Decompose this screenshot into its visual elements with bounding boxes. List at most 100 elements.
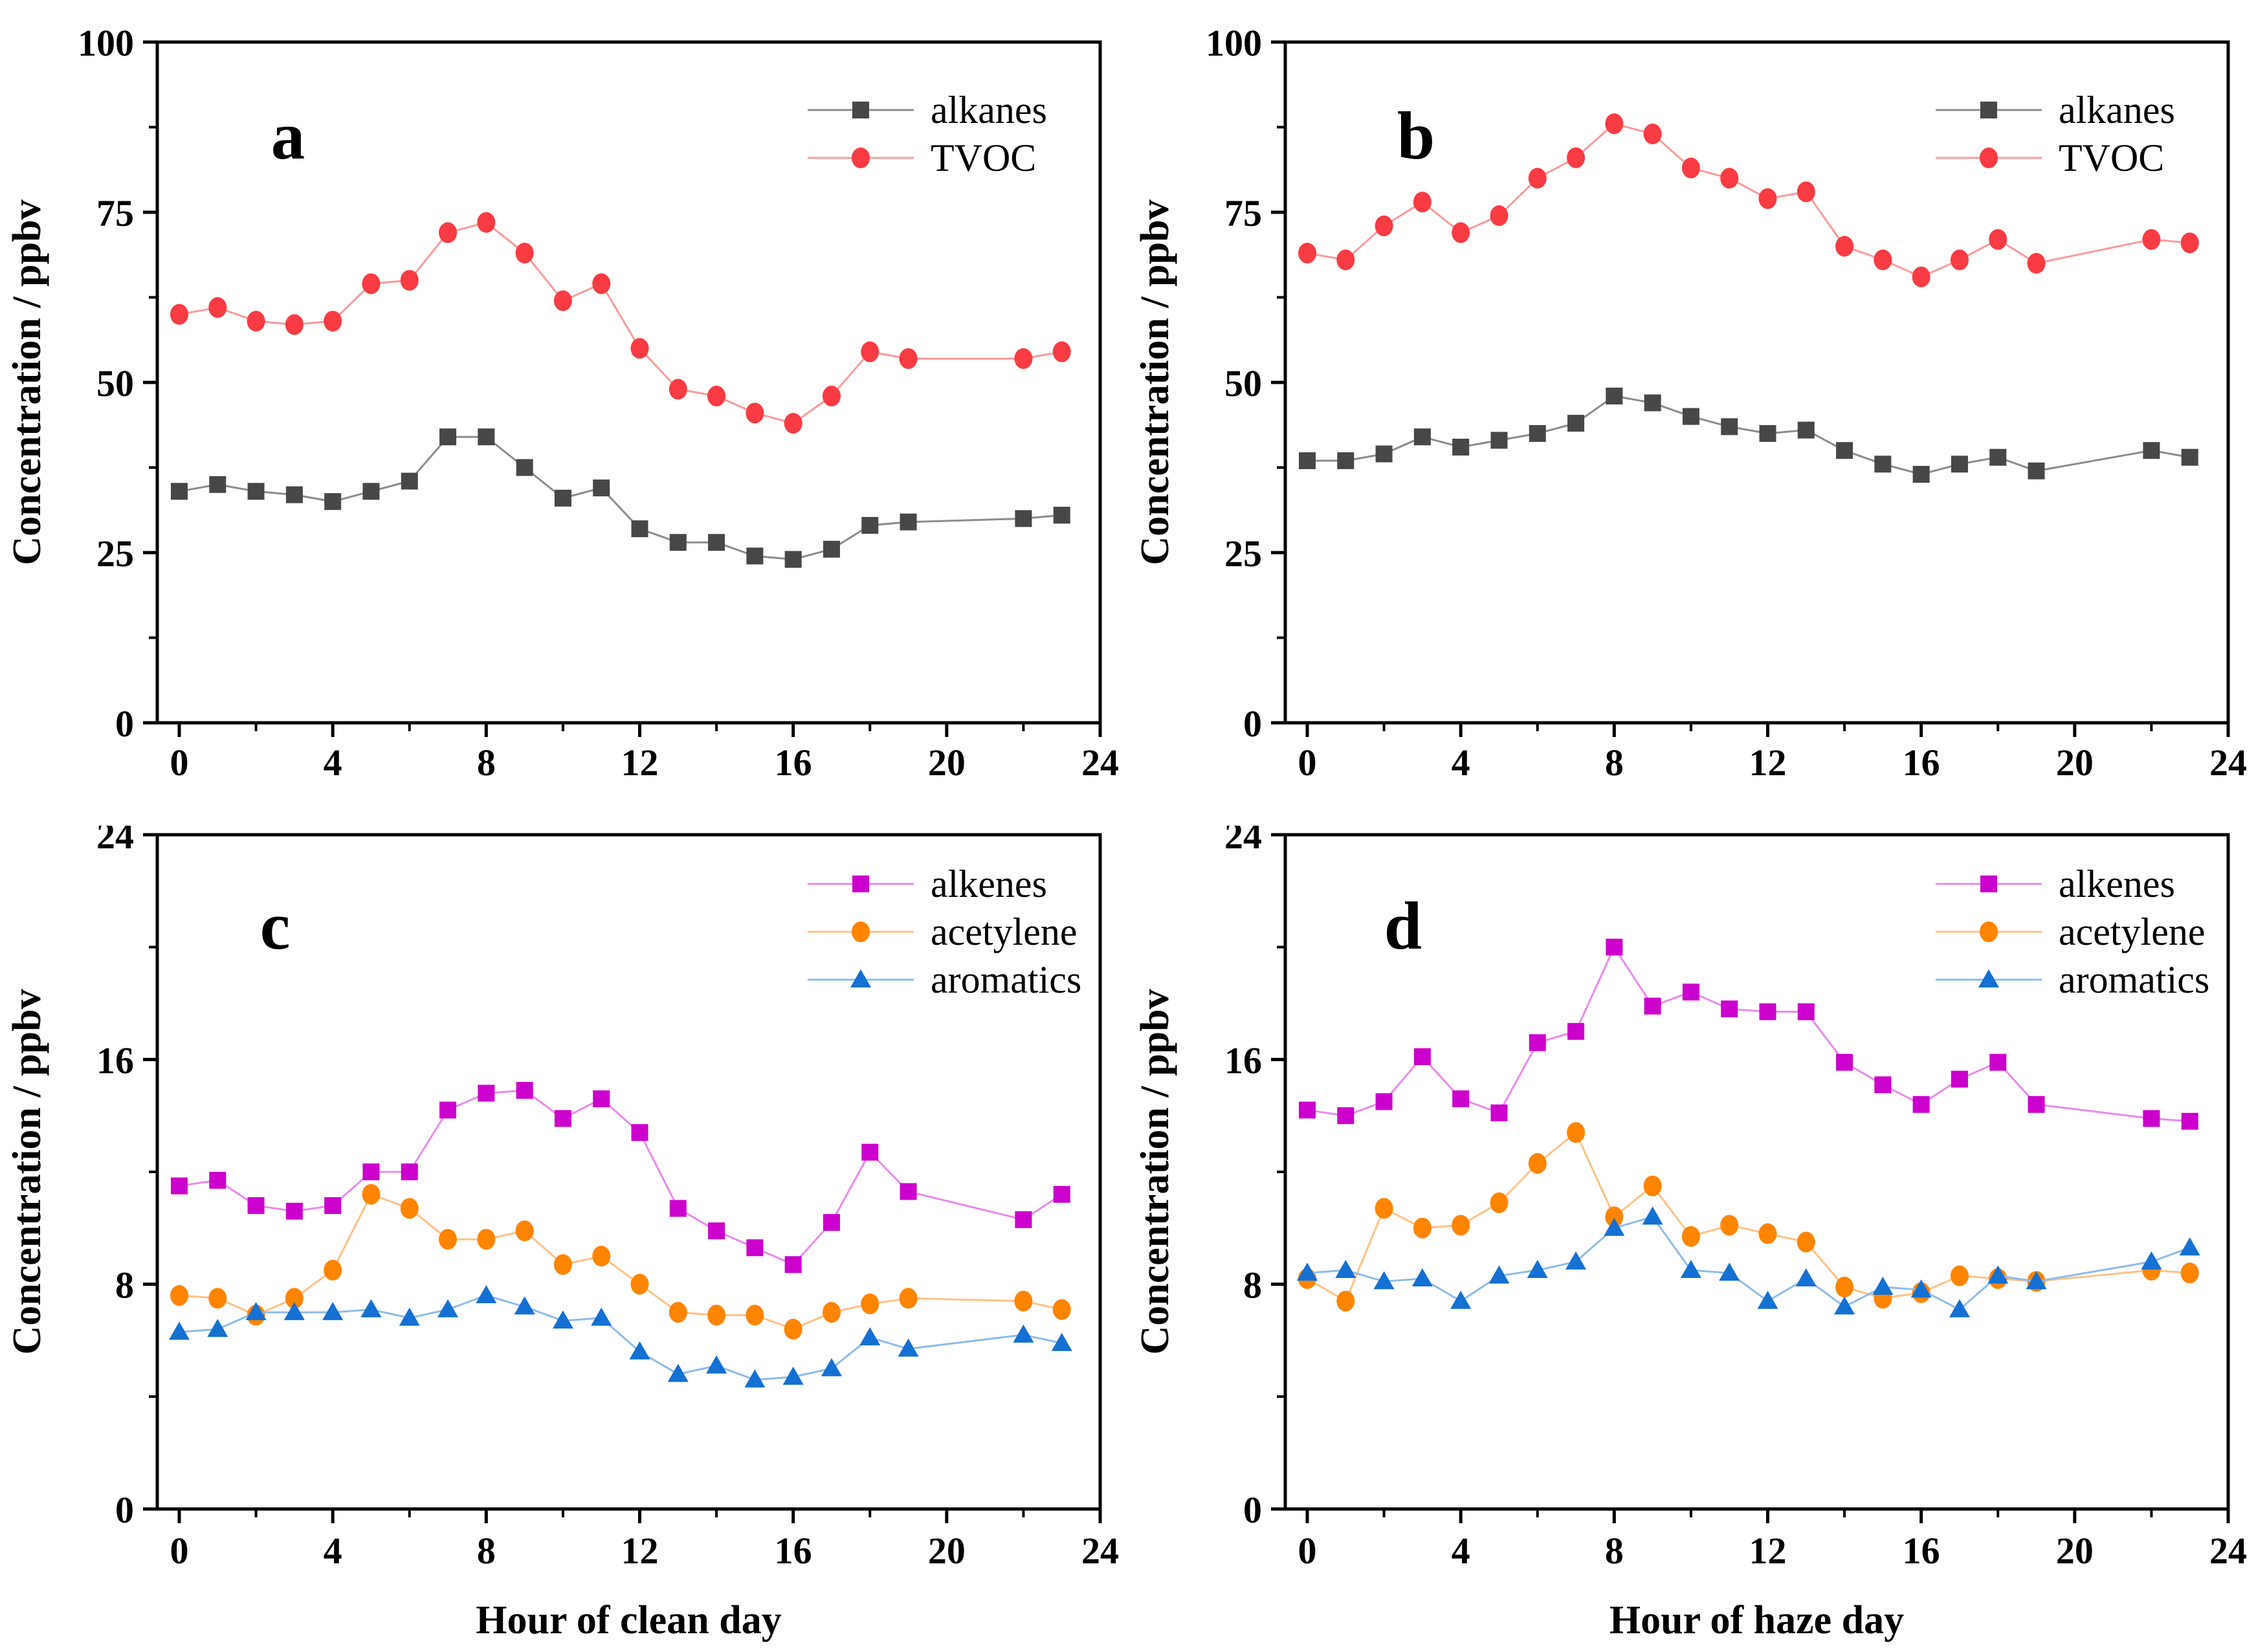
data-point-alkenes <box>784 1256 802 1273</box>
y-tick-label: 75 <box>96 192 134 234</box>
y-axis-title: Concentration / ppbv <box>1133 200 1177 566</box>
data-point-aromatics <box>1680 1259 1701 1278</box>
data-point-alkanes <box>1567 415 1585 432</box>
data-point-alkenes <box>1015 1211 1032 1228</box>
data-point-alkanes <box>478 428 495 446</box>
x-tick-label: 4 <box>324 1530 342 1572</box>
data-point-alkenes <box>1989 1053 2007 1071</box>
x-tick-label: 8 <box>1605 1530 1624 1572</box>
y-tick-label: 24 <box>96 826 134 857</box>
panel-a-chart: 0 4 8 12 16 20 24 0 25 50 75 100 Concentration / ppb… <box>5 22 1119 784</box>
data-point-acetylene <box>362 1184 381 1205</box>
data-point-acetylene <box>170 1285 188 1306</box>
panel-a: 0 4 8 12 16 20 24 0 25 50 75 100 Concentration / ppb… <box>0 0 1128 826</box>
data-point-TVOC <box>2180 232 2199 254</box>
x-tick-label: 16 <box>775 742 812 784</box>
x-tick-label: 0 <box>1298 742 1317 784</box>
x-tick-label: 16 <box>1903 742 1940 784</box>
data-point-aromatics <box>399 1307 420 1326</box>
data-point-alkenes <box>1721 1000 1738 1018</box>
data-point-aromatics <box>1488 1265 1510 1284</box>
data-point-acetylene <box>1375 1198 1393 1219</box>
y-tick-label: 100 <box>1206 22 1262 64</box>
data-point-alkanes <box>1644 394 1661 412</box>
data-point-TVOC <box>707 386 726 407</box>
legend-marker-alkanes <box>852 102 869 118</box>
data-point-TVOC <box>324 311 342 332</box>
data-point-TVOC <box>1989 229 2007 250</box>
y-tick-label: 8 <box>1243 1264 1262 1306</box>
data-point-alkenes <box>1053 1185 1070 1203</box>
data-point-alkenes <box>1644 997 1661 1015</box>
data-point-aromatics <box>706 1355 727 1374</box>
y-tick-label: 50 <box>96 362 134 404</box>
x-tick-label: 20 <box>928 742 966 784</box>
data-point-alkanes <box>1413 428 1431 446</box>
data-point-TVOC <box>2027 252 2046 274</box>
data-point-alkenes <box>1912 1096 1930 1113</box>
data-point-alkanes <box>2028 462 2045 479</box>
data-point-acetylene <box>630 1273 649 1295</box>
data-point-alkanes <box>1874 456 1892 473</box>
data-point-acetylene <box>1797 1231 1815 1253</box>
data-point-acetylene <box>592 1246 611 1267</box>
data-point-TVOC <box>1797 181 1815 203</box>
data-point-alkanes <box>1529 424 1546 442</box>
data-point-TVOC <box>1298 243 1316 264</box>
legend-label-alkanes: alkanes <box>2059 89 2175 131</box>
data-point-alkanes <box>1912 466 1930 483</box>
panel-c-chart: 0 4 8 12 16 20 24 0 8 16 24 Concentration / ppbv Hou… <box>5 826 1119 1642</box>
data-point-alkenes <box>247 1197 265 1215</box>
legend-label-alkenes: alkenes <box>931 863 1047 905</box>
data-point-alkanes <box>1452 438 1470 456</box>
data-point-alkenes <box>1413 1048 1431 1065</box>
data-point-acetylene <box>1720 1215 1739 1236</box>
y-tick-label: 16 <box>96 1039 134 1081</box>
data-point-alkenes <box>1759 1003 1776 1020</box>
data-point-acetylene <box>1490 1192 1509 1213</box>
data-point-alkanes <box>209 476 227 493</box>
panel-d-chart: 0 4 8 12 16 20 24 0 8 16 24 Concentration / ppbv Hou… <box>1133 826 2247 1642</box>
data-point-TVOC <box>1605 113 1624 135</box>
data-point-acetylene <box>707 1305 726 1326</box>
data-point-aromatics <box>476 1285 497 1304</box>
data-point-alkanes <box>669 534 687 551</box>
data-point-aromatics <box>898 1338 919 1357</box>
panel-b-chart: 0 4 8 12 16 20 24 0 25 50 75 100 Concentration / ppb… <box>1133 22 2247 784</box>
data-point-TVOC <box>746 402 764 424</box>
y-tick-label: 8 <box>115 1264 134 1306</box>
data-point-alkanes <box>708 534 725 551</box>
data-point-alkenes <box>285 1202 303 1220</box>
data-point-TVOC <box>1490 205 1509 226</box>
data-point-alkenes <box>516 1082 533 1099</box>
panel-b: 0 4 8 12 16 20 24 0 25 50 75 100 Concentration / ppb… <box>1128 0 2256 826</box>
data-point-acetylene <box>2180 1262 2199 1284</box>
data-point-alkanes <box>1721 418 1738 435</box>
series-line-acetylene <box>179 1193 1063 1330</box>
series-line-alkanes <box>179 435 1062 561</box>
x-tick-label: 20 <box>2056 742 2094 784</box>
data-point-alkenes <box>209 1172 227 1189</box>
x-tick-label: 24 <box>1081 1530 1119 1572</box>
legend-marker-acetylene <box>852 921 870 942</box>
x-tick-label: 4 <box>1452 1530 1470 1572</box>
y-tick-label: 0 <box>1243 703 1262 745</box>
data-point-acetylene <box>285 1288 304 1309</box>
data-point-alkenes <box>1452 1090 1470 1108</box>
data-point-alkenes <box>1682 984 1699 1001</box>
data-point-acetylene <box>1014 1290 1033 1312</box>
data-point-TVOC <box>2142 229 2161 250</box>
series-line-TVOC <box>1307 122 2190 278</box>
data-point-acetylene <box>1567 1122 1586 1143</box>
data-point-aromatics <box>245 1302 267 1321</box>
plot-border <box>155 833 1102 1511</box>
data-point-acetylene <box>1336 1290 1355 1312</box>
data-point-TVOC <box>1950 249 1969 270</box>
series-line-aromatics <box>1307 1215 2191 1311</box>
data-point-acetylene <box>746 1305 764 1326</box>
data-point-TVOC <box>861 341 879 362</box>
data-point-alkanes <box>1951 456 1968 473</box>
data-point-alkenes <box>1375 1093 1393 1110</box>
data-point-TVOC <box>592 273 611 294</box>
data-point-acetylene <box>400 1198 419 1219</box>
